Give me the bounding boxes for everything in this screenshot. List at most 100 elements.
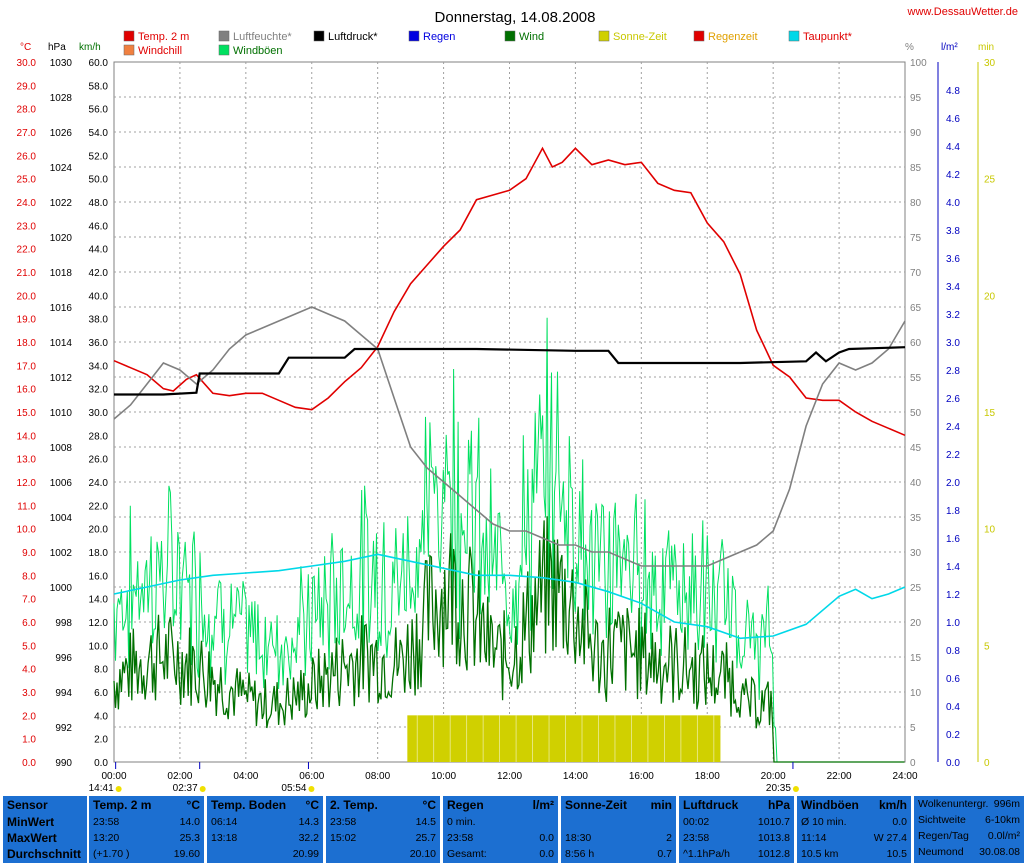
wind-tick-label: 32.0 bbox=[89, 385, 109, 396]
wind-tick-label: 46.0 bbox=[89, 221, 109, 232]
humidity-tick-label: 45 bbox=[910, 443, 922, 454]
pressure-tick-label: 998 bbox=[55, 618, 72, 629]
wind-tick-label: 12.0 bbox=[89, 618, 109, 629]
wind-tick-label: 10.0 bbox=[89, 641, 109, 652]
wind-tick-label: 44.0 bbox=[89, 245, 109, 256]
legend-label: Regen bbox=[423, 31, 455, 43]
pressure-tick-label: 1014 bbox=[50, 338, 73, 349]
temp-tick-label: 29.0 bbox=[17, 81, 37, 92]
stat-time: 10.5 km bbox=[801, 848, 839, 860]
line-series bbox=[113, 146, 906, 640]
marker-sun-icon bbox=[115, 786, 122, 792]
wind-tick-label: 18.0 bbox=[89, 548, 109, 559]
wind-tick-label: 48.0 bbox=[89, 198, 109, 209]
temp-tick-label: 16.0 bbox=[17, 385, 37, 396]
info-panel: Wolkenuntergr. 996m Sichtweite 6-10km Rege… bbox=[914, 796, 1024, 863]
legend-swatch bbox=[598, 30, 610, 42]
legend-label: Windchill bbox=[138, 45, 182, 57]
stat-column-header: Temp. Boden °C bbox=[207, 796, 323, 814]
stat-row: Ø 10 min. 0.0 bbox=[797, 814, 911, 830]
sensor-label: Durchschnitt bbox=[7, 847, 82, 861]
rain-tick-label: 4.0 bbox=[946, 198, 960, 209]
temp-tick-label: 27.0 bbox=[17, 128, 37, 139]
legend-swatch bbox=[693, 30, 705, 42]
legend-label: Regenzeit bbox=[708, 31, 758, 43]
stat-value: 19.60 bbox=[173, 848, 200, 860]
rain-tick-label: 3.6 bbox=[946, 254, 960, 265]
info-label: Wolkenuntergr. bbox=[918, 798, 989, 810]
temp-axis-unit: °C bbox=[20, 42, 31, 53]
temp-tick-label: 18.0 bbox=[17, 338, 37, 349]
info-row: Wolkenuntergr. 996m bbox=[914, 796, 1024, 812]
wind-axis-unit: km/h bbox=[79, 42, 101, 53]
rain-tick-label: 1.4 bbox=[946, 562, 960, 573]
wind-tick-label: 26.0 bbox=[89, 455, 109, 466]
pressure-tick-label: 990 bbox=[55, 758, 72, 769]
rain-tick-label: 0.6 bbox=[946, 674, 960, 685]
stat-time: 13:20 bbox=[93, 832, 120, 844]
legend-label: Luftdruck* bbox=[328, 31, 378, 43]
rain-tick-label: 1.0 bbox=[946, 618, 960, 629]
legend-label: Taupunkt* bbox=[803, 31, 853, 43]
pressure-tick-label: 1028 bbox=[50, 93, 73, 104]
stat-column-unit: l/m² bbox=[532, 798, 554, 812]
wind-tick-label: 2.0 bbox=[94, 735, 108, 746]
pressure-tick-label: 1012 bbox=[50, 373, 73, 384]
sun-tick-label: 15 bbox=[984, 408, 996, 419]
stat-value: 0.0 bbox=[539, 848, 554, 860]
humidity-tick-label: 40 bbox=[910, 478, 922, 489]
rain-tick-label: 3.8 bbox=[946, 226, 960, 237]
stat-column-header: Sonne-Zeit min bbox=[561, 796, 676, 814]
legend-swatch bbox=[313, 30, 325, 42]
marker-sun-icon bbox=[308, 786, 315, 792]
humidity-tick-label: 50 bbox=[910, 408, 922, 419]
stat-column-title: Sonne-Zeit bbox=[565, 798, 627, 812]
sensor-label: MaxWert bbox=[7, 831, 57, 845]
sensor-label: MinWert bbox=[7, 815, 55, 829]
temp-tick-label: 22.0 bbox=[17, 245, 37, 256]
site-link[interactable]: www.DessauWetter.de bbox=[907, 6, 1018, 18]
stat-value: 25.7 bbox=[415, 832, 436, 844]
stat-column-header: Windböen km/h bbox=[797, 796, 911, 814]
stat-time: ^1.1hPa/h bbox=[683, 848, 730, 860]
x-tick-label: 04:00 bbox=[233, 771, 258, 782]
legend-swatch bbox=[123, 44, 135, 56]
temp-tick-label: 26.0 bbox=[17, 151, 37, 162]
stat-row: ^1.1hPa/h 1012.8 bbox=[679, 846, 794, 862]
sun-tick-label: 20 bbox=[984, 291, 996, 302]
stat-column: Regen l/m² 0 min. 23:58 0.0 Gesamt: 0.0 bbox=[443, 796, 558, 863]
rain-tick-label: 4.8 bbox=[946, 86, 960, 97]
marker-sun-icon bbox=[199, 786, 206, 792]
temp-tick-label: 7.0 bbox=[22, 595, 36, 606]
stat-time: 15:02 bbox=[330, 832, 357, 844]
temp-tick-label: 8.0 bbox=[22, 571, 36, 582]
pressure-tick-label: 1018 bbox=[50, 268, 73, 279]
stat-time: 06:14 bbox=[211, 816, 238, 828]
humidity-tick-label: 35 bbox=[910, 513, 922, 524]
stat-column-title: Windböen bbox=[801, 798, 859, 812]
stat-value: 10.5 bbox=[886, 848, 907, 860]
stat-row: 00:02 1010.7 bbox=[679, 814, 794, 830]
temp-tick-label: 17.0 bbox=[17, 361, 37, 372]
stat-column-unit: °C bbox=[422, 798, 436, 812]
temp-tick-label: 6.0 bbox=[22, 618, 36, 629]
temp-tick-label: 5.0 bbox=[22, 641, 36, 652]
sensor-row-avg: Durchschnitt bbox=[3, 846, 87, 862]
humidity-tick-label: 30 bbox=[910, 548, 922, 559]
stat-column-title: 2. Temp. bbox=[330, 798, 378, 812]
wind-tick-label: 34.0 bbox=[89, 361, 109, 372]
wind-tick-label: 56.0 bbox=[89, 105, 109, 116]
wind-tick-label: 14.0 bbox=[89, 595, 109, 606]
sensor-title: Sensor bbox=[7, 798, 48, 812]
stat-row: 06:14 14.3 bbox=[207, 814, 323, 830]
event-markers: 14:41 02:37 05:54 20:35 bbox=[89, 762, 799, 794]
stat-time: 0 min. bbox=[447, 816, 476, 828]
rain-tick-label: 0.4 bbox=[946, 702, 960, 713]
stat-column: Sonne-Zeit min 18:30 2 8:56 h 0.7 bbox=[561, 796, 676, 863]
stat-value: 14.0 bbox=[179, 816, 200, 828]
rain-tick-label: 1.6 bbox=[946, 534, 960, 545]
stat-row: 18:30 2 bbox=[561, 830, 676, 846]
sun-axis-unit: min bbox=[978, 42, 994, 53]
humidity-tick-label: 100 bbox=[910, 58, 927, 69]
stat-time: 11:14 bbox=[801, 832, 827, 844]
